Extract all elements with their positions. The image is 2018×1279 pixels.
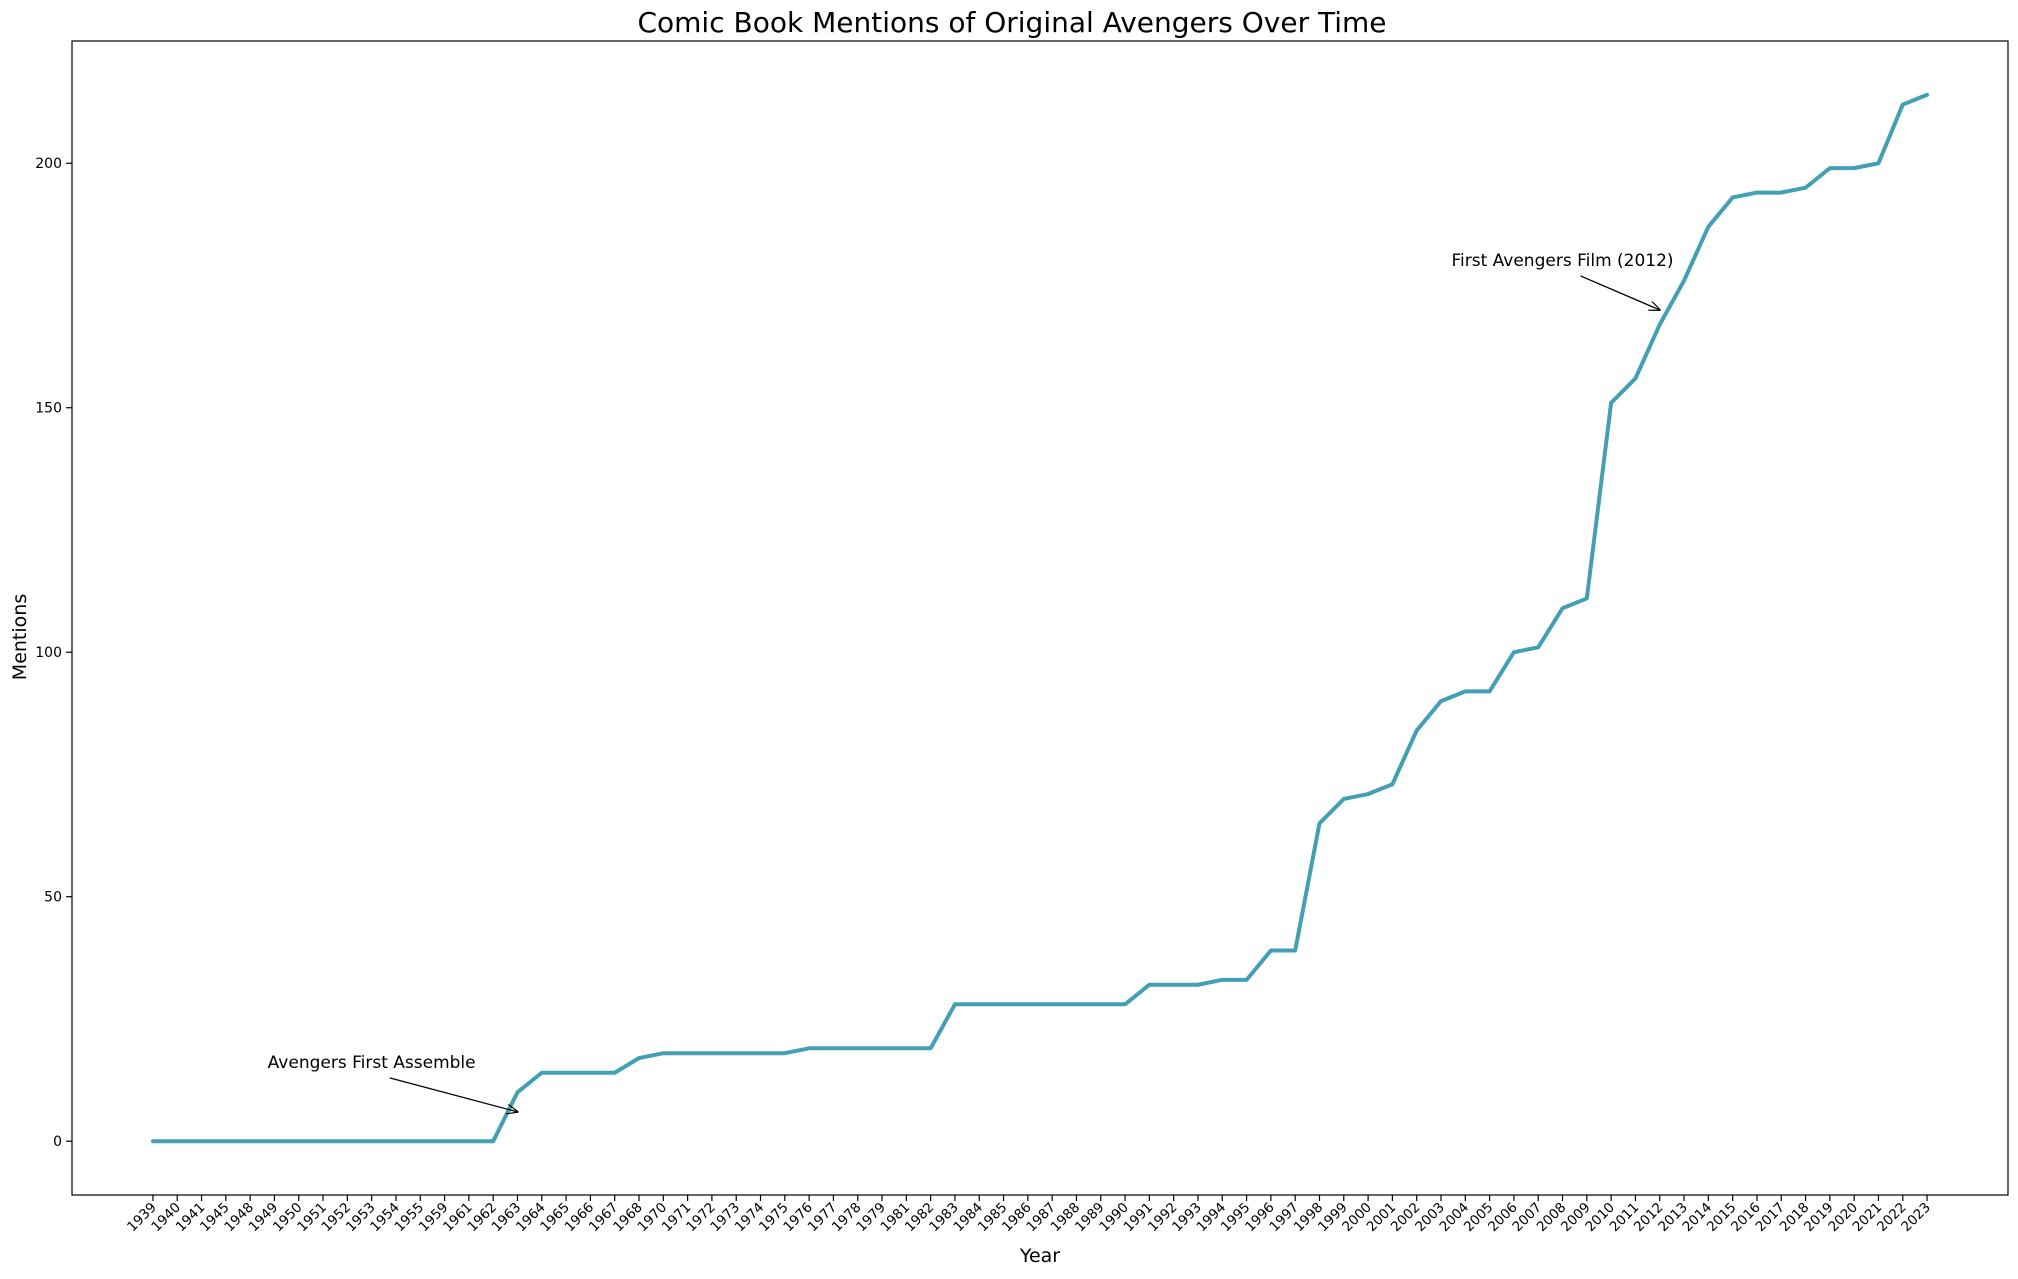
annotation-arrow — [1580, 275, 1660, 310]
y-tick-label: 100 — [35, 645, 62, 661]
annotation-label: Avengers First Assemble — [268, 1053, 476, 1073]
plot-frame — [71, 40, 2009, 1196]
plot-area: 0501001502001939194019411945194819491950… — [35, 40, 2009, 1235]
annotation-label: First Avengers Film (2012) — [1451, 251, 1673, 271]
y-tick-label: 150 — [35, 401, 62, 417]
annotation-arrow — [389, 1077, 518, 1112]
y-axis-label: Mentions — [9, 594, 31, 680]
series-line — [150, 92, 1930, 1144]
y-tick-label: 50 — [44, 890, 62, 906]
y-tick-label: 200 — [35, 156, 62, 172]
chart-title: Comic Book Mentions of Original Avengers… — [637, 6, 1386, 39]
x-axis-label: Year — [1019, 1245, 1060, 1267]
y-tick-label: 0 — [53, 1134, 62, 1150]
